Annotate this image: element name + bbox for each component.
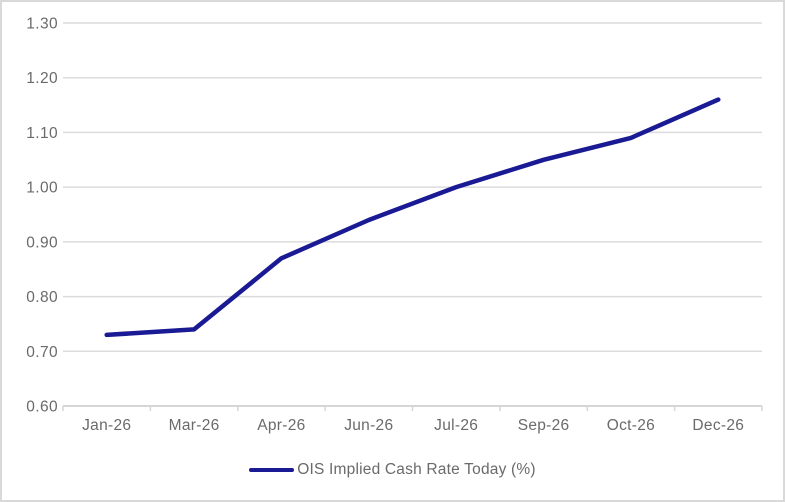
y-axis-tick-label: 1.00 [26,180,58,197]
x-axis-tick-label: Oct-26 [607,417,655,434]
x-axis-tick-label: Apr-26 [257,417,305,434]
y-axis-tick-label: 0.60 [26,399,58,416]
x-axis-tick-label: Jun-26 [344,417,393,434]
x-axis-tick-label: Dec-26 [692,417,744,434]
legend: OIS Implied Cash Rate Today (%) [2,457,783,483]
y-axis-tick-label: 1.30 [26,16,58,33]
y-axis-tick-label: 0.90 [26,234,58,251]
x-axis-tick-label: Mar-26 [169,417,220,434]
x-axis-tick-label: Jul-26 [434,417,478,434]
y-axis-tick-label: 1.20 [26,70,58,87]
y-axis-tick-label: 0.80 [26,289,58,306]
x-axis-tick-label: Jan-26 [82,417,131,434]
x-axis-tick-label: Sep-26 [518,417,570,434]
y-axis-tick-label: 0.70 [26,344,58,361]
legend-label: OIS Implied Cash Rate Today (%) [297,461,536,478]
legend-line-sample [249,467,295,473]
y-axis-tick-label: 1.10 [26,125,58,142]
series-line [104,97,721,338]
